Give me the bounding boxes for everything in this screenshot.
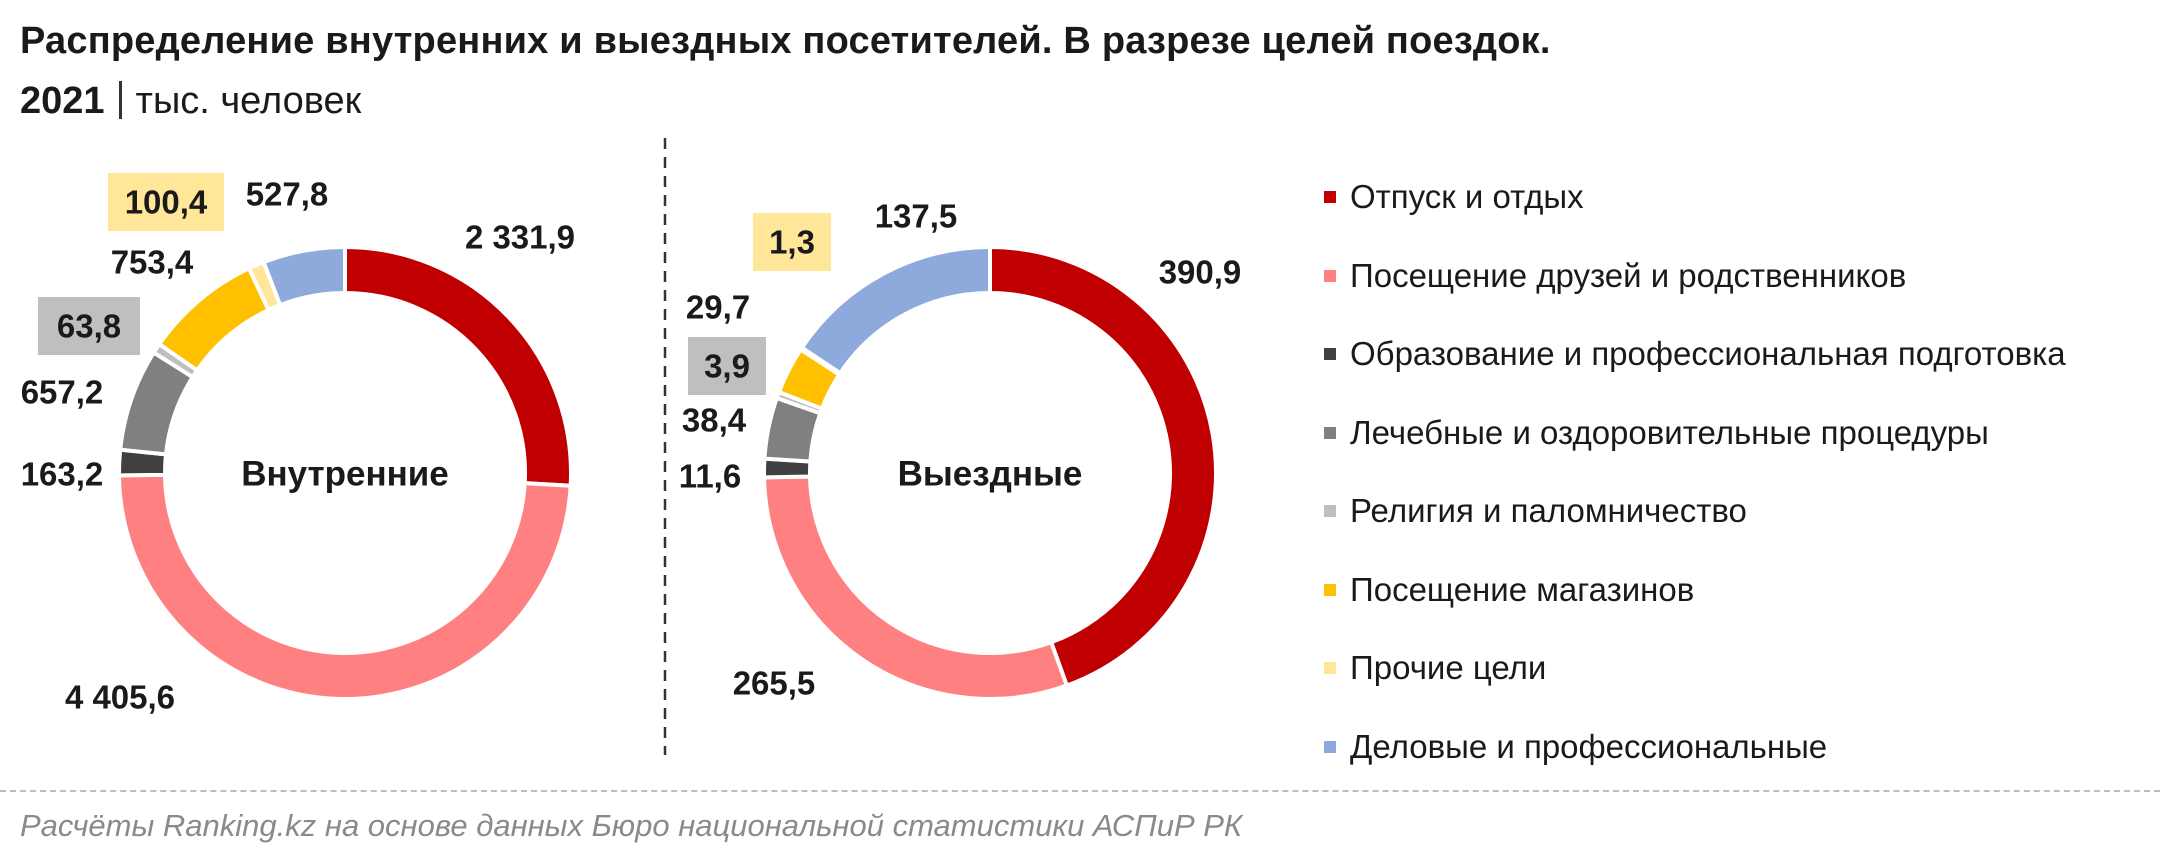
donut-center-label: Внутренние [241, 455, 449, 494]
legend-swatch [1324, 191, 1336, 204]
legend-label: Религия и паломничество [1350, 492, 1747, 530]
legend-swatch [1324, 505, 1336, 518]
legend-swatch [1324, 348, 1336, 361]
chart-title: Распределение внутренних и выездных посе… [20, 20, 1551, 62]
legend-label: Прочие цели [1350, 649, 1547, 687]
legend-label: Лечебные и оздоровительные процедуры [1350, 413, 1989, 451]
legend-item: Посещение магазинов [1324, 551, 2066, 630]
subtitle-unit: тыс. человек [135, 80, 362, 122]
data-label: 1,3 [769, 224, 815, 261]
donut-chart-1 [117, 245, 573, 701]
legend-label: Образование и профессиональная подготовк… [1350, 335, 2066, 373]
legend-item: Отпуск и отдых [1324, 158, 2066, 237]
legend-label: Посещение друзей и родственников [1350, 256, 1907, 294]
data-label: 527,8 [246, 176, 329, 213]
legend-swatch [1324, 740, 1336, 753]
footer-divider [0, 790, 2160, 792]
donut-center-label: Выездные [898, 455, 1083, 494]
data-label: 100,4 [125, 184, 208, 221]
data-label: 265,5 [733, 665, 816, 702]
subtitle-separator [118, 81, 122, 119]
subtitle-year: 2021 [20, 80, 105, 122]
data-label: 63,8 [57, 308, 121, 345]
data-label: 137,5 [875, 198, 958, 235]
data-label: 29,7 [686, 289, 750, 326]
donut-slice [799, 245, 992, 376]
data-label-box [38, 297, 140, 355]
data-label: 753,4 [111, 244, 194, 281]
data-label-box [688, 337, 766, 395]
data-label: 163,2 [21, 456, 104, 493]
legend-label: Отпуск и отдых [1350, 178, 1584, 216]
legend-item: Прочие цели [1324, 629, 2066, 708]
legend-item: Посещение друзей и родственников [1324, 237, 2066, 316]
legend-swatch [1324, 269, 1336, 282]
donut-slice [988, 245, 1218, 688]
legend-item: Образование и профессиональная подготовк… [1324, 315, 2066, 394]
data-label: 3,9 [704, 348, 750, 385]
data-label: 4 405,6 [65, 679, 175, 716]
data-label: 657,2 [21, 374, 104, 411]
donut-slice [157, 266, 271, 373]
data-label: 11,6 [679, 458, 741, 495]
legend-label: Деловые и профессиональные [1350, 727, 1828, 765]
data-label-box [108, 173, 224, 231]
data-label-box [753, 213, 831, 271]
donut-slice [343, 245, 573, 488]
data-label: 38,4 [682, 402, 747, 439]
donut-slice [117, 472, 573, 701]
data-label: 2 331,9 [465, 219, 575, 256]
donut-slice [261, 245, 347, 308]
legend-swatch [1324, 583, 1336, 596]
chart-subtitle: 2021 тыс. человек [20, 80, 361, 123]
legend-swatch [1324, 662, 1336, 675]
donut-chart-2 [762, 245, 1218, 701]
legend-swatch [1324, 426, 1336, 439]
data-label: 390,9 [1159, 254, 1242, 291]
legend-label: Посещение магазинов [1350, 570, 1695, 608]
legend-item: Деловые и профессиональные [1324, 708, 2066, 787]
legend-item: Лечебные и оздоровительные процедуры [1324, 394, 2066, 473]
legend: Отпуск и отдых Посещение друзей и родстве… [1324, 158, 2066, 786]
source-note: Расчёты Ranking.kz на основе данных Бюро… [20, 808, 1243, 843]
legend-item: Религия и паломничество [1324, 472, 2066, 551]
